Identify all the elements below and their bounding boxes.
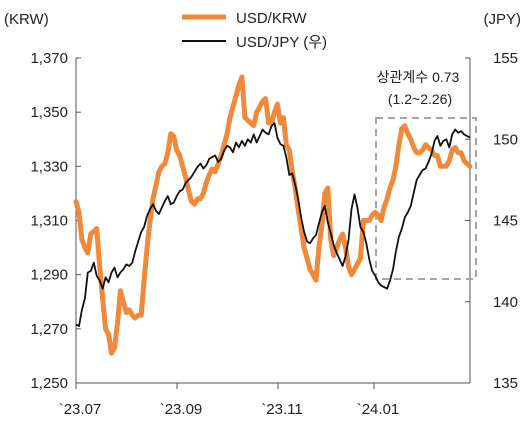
left-tick-label: 1,370	[30, 50, 68, 67]
left-tick-labels: 1,370 1,350 1,330 1,310 1,290 1,270 1,250	[30, 50, 68, 392]
left-tick-label: 1,330	[30, 158, 68, 175]
x-tick-label: `24.01	[357, 401, 400, 418]
x-tick-label: `23.09	[160, 401, 203, 418]
correlation-annotation-line1: 상관계수 0.73	[377, 69, 460, 85]
left-tick-label: 1,350	[30, 104, 68, 121]
left-tick-label: 1,290	[30, 267, 68, 284]
legend-label-usdkrw: USD/KRW	[236, 10, 307, 27]
legend-label-usdjpy: USD/JPY (우)	[236, 34, 327, 51]
left-tick-label: 1,250	[30, 375, 68, 392]
left-tick-label: 1,310	[30, 213, 68, 230]
x-tick-label: `23.07	[59, 401, 102, 418]
right-tick-labels: 155 150 145 140 135	[493, 50, 518, 392]
right-tick-label: 150	[493, 131, 518, 148]
series-line-usdjpy	[75, 122, 471, 327]
right-tick-label: 135	[493, 375, 518, 392]
x-tick-labels: `23.07 `23.09 `23.11 `24.01	[59, 401, 400, 418]
correlation-highlight-box	[375, 117, 477, 280]
right-tick-label: 140	[493, 294, 518, 311]
left-axis-title: (KRW)	[4, 11, 49, 28]
series-line-usdkrw	[73, 74, 473, 356]
left-tick-label: 1,270	[30, 321, 68, 338]
axes	[75, 57, 471, 389]
correlation-annotation-line2: (1.2~2.26)	[388, 91, 452, 107]
legend: USD/KRW USD/JPY (우)	[182, 10, 327, 51]
right-tick-label: 155	[493, 50, 518, 67]
x-tick-label: `23.11	[261, 401, 302, 418]
right-axis-title: (JPY)	[484, 11, 522, 28]
right-tick-label: 145	[493, 213, 518, 230]
